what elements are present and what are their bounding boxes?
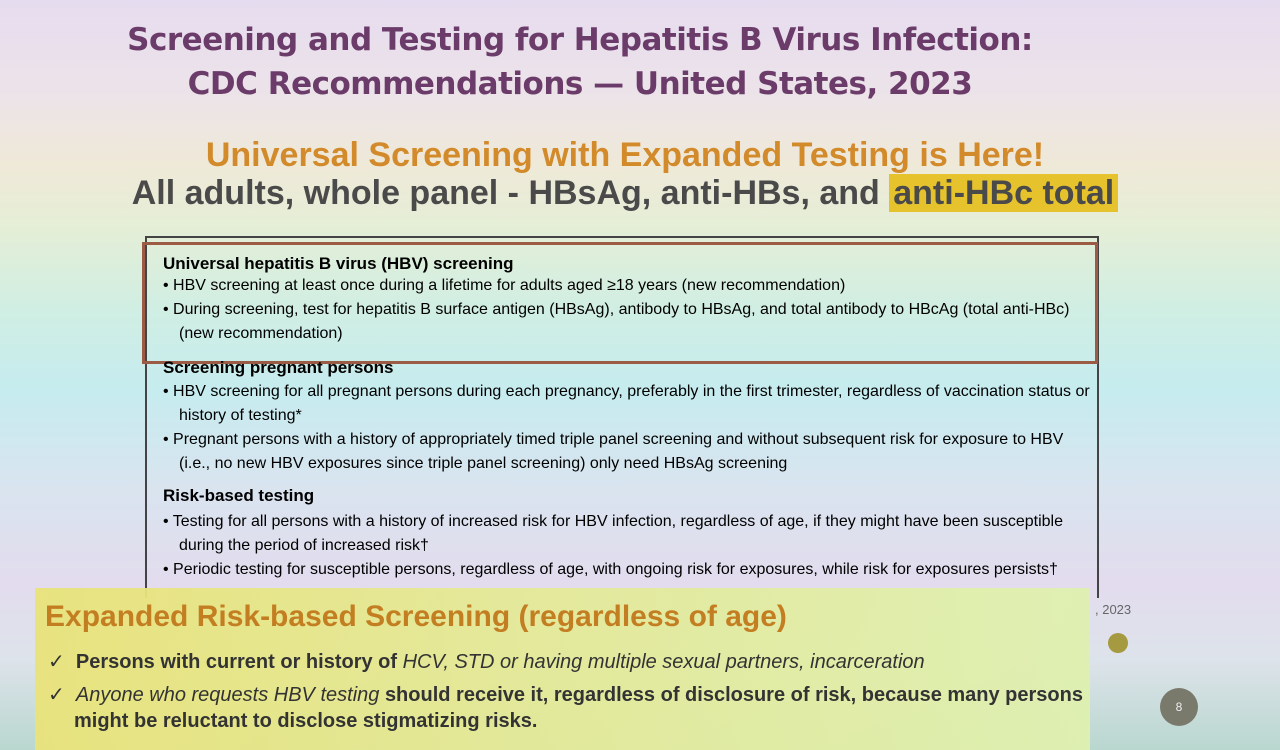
checkmark-icon: ✓	[48, 684, 76, 706]
callout-box	[35, 588, 1090, 750]
list-item: • HBV screening at least once during a l…	[163, 277, 846, 294]
list-item: • Periodic testing for susceptible perso…	[163, 561, 1058, 578]
check-item: ✓ Persons with current or history of HCV…	[48, 651, 925, 673]
slide-title: Screening and Testing for Hepatitis B Vi…	[0, 18, 1160, 106]
list-item: • Testing for all persons with a history…	[163, 513, 1063, 554]
section-heading: Universal hepatitis B virus (HBV) screen…	[163, 254, 514, 273]
check-item: ✓ Anyone who requests HBV testing should…	[48, 684, 1083, 732]
highlight-box	[142, 242, 1098, 364]
title-line-2: CDC Recommendations — United States, 202…	[187, 66, 973, 102]
list-item: • HBV screening for all pregnant persons…	[163, 383, 1090, 424]
subheadline: All adults, whole panel - HBsAg, anti-HB…	[0, 174, 1250, 213]
checkmark-icon: ✓	[48, 651, 76, 673]
list-item: • Pregnant persons with a history of app…	[163, 431, 1064, 472]
list-item: • During screening, test for hepatitis B…	[163, 301, 1070, 342]
decorative-dot	[1108, 633, 1128, 653]
callout-heading: Expanded Risk-based Screening (regardles…	[45, 600, 787, 633]
page-number: 8	[1160, 688, 1198, 726]
title-line-1: Screening and Testing for Hepatitis B Vi…	[127, 22, 1033, 58]
subheadline-text: All adults, whole panel - HBsAg, anti-HB…	[131, 174, 890, 212]
headline: Universal Screening with Expanded Testin…	[205, 136, 1045, 174]
section-heading: Risk-based testing	[163, 486, 315, 505]
section-heading: Screening pregnant persons	[163, 358, 394, 377]
year-label: , 2023	[1095, 602, 1132, 617]
document-excerpt	[145, 236, 1099, 598]
highlighted-text: anti-HBc total	[889, 174, 1119, 212]
